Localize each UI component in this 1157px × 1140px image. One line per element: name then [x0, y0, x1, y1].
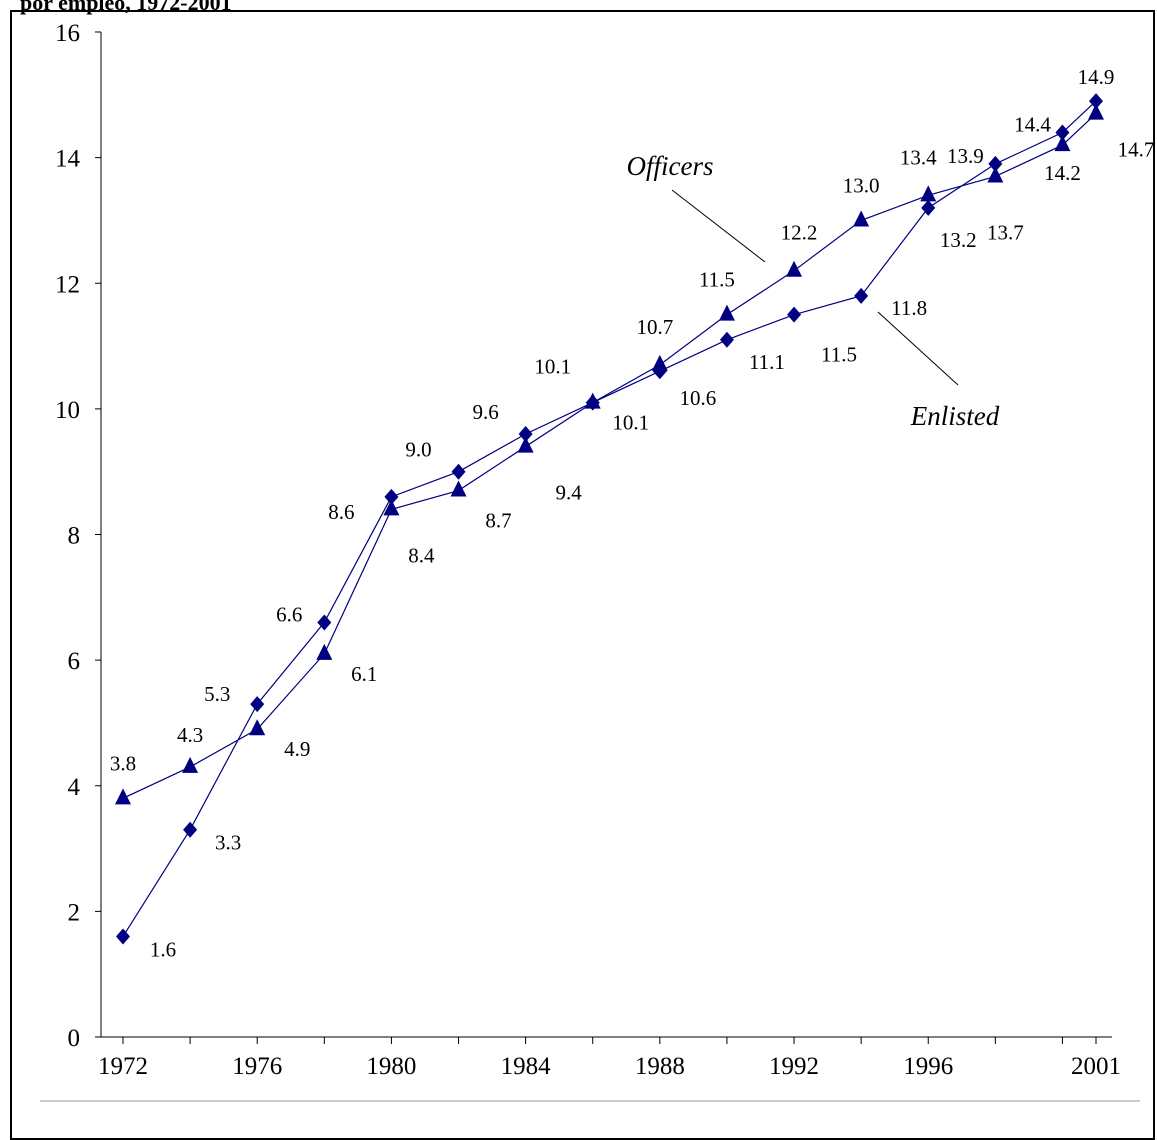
data-label: 13.9 — [947, 144, 984, 168]
x-tick-label: 1980 — [366, 1053, 416, 1080]
data-label: 10.7 — [636, 315, 673, 339]
series-label-officers: Officers — [627, 151, 714, 181]
data-label: 1.6 — [150, 938, 176, 962]
y-tick-label: 14 — [55, 146, 81, 173]
data-label: 13.0 — [843, 173, 880, 197]
triangle-marker — [383, 499, 400, 516]
x-tick-label: 1992 — [769, 1053, 819, 1080]
y-tick-label: 8 — [68, 523, 81, 550]
data-label: 8.4 — [408, 543, 435, 567]
y-tick-label: 0 — [68, 1025, 81, 1052]
triangle-marker — [1088, 103, 1104, 120]
diamond-marker — [787, 306, 802, 323]
y-tick-label: 2 — [68, 899, 81, 926]
triangle-marker — [249, 719, 266, 736]
x-tick-label: 2001 — [1071, 1053, 1121, 1080]
y-tick-label: 12 — [55, 271, 80, 298]
diamond-marker — [921, 199, 936, 216]
data-label: 4.9 — [284, 737, 310, 761]
data-label: 14.4 — [1014, 113, 1051, 137]
data-label: 9.4 — [555, 481, 582, 505]
triangle-marker — [786, 260, 803, 277]
triangle-marker — [450, 480, 467, 497]
diamond-marker — [1055, 124, 1070, 141]
y-tick-label: 10 — [55, 397, 80, 424]
series-line-officers — [122, 113, 1097, 799]
triangle-marker — [651, 354, 668, 371]
diamond-marker — [384, 488, 399, 505]
data-label: 6.1 — [351, 662, 377, 686]
data-label: 9.0 — [405, 438, 431, 462]
x-tick-label: 1972 — [98, 1053, 148, 1080]
triangle-marker — [182, 756, 199, 773]
data-label: 13.7 — [987, 220, 1024, 244]
series-line-enlisted — [122, 100, 1097, 937]
triangle-marker — [1054, 135, 1071, 152]
diamond-marker — [854, 287, 869, 304]
data-label: 4.3 — [177, 723, 203, 747]
data-label: 14.2 — [1044, 161, 1081, 185]
series-callout-line-officers — [671, 189, 766, 263]
data-label: 10.1 — [534, 355, 571, 379]
x-tick-label: 1976 — [232, 1053, 282, 1080]
data-label: 14.9 — [1078, 65, 1115, 89]
triangle-marker — [517, 436, 534, 453]
data-label: 10.6 — [679, 386, 716, 410]
triangle-marker — [987, 166, 1004, 183]
series-callout-line-enlisted — [877, 311, 959, 386]
data-label: 11.5 — [699, 268, 735, 292]
data-label: 13.4 — [900, 145, 937, 169]
data-label: 8.6 — [328, 500, 354, 524]
y-tick-label: 4 — [68, 774, 81, 801]
triangle-marker — [115, 788, 131, 805]
y-tick-label: 6 — [68, 648, 81, 675]
diamond-marker — [1089, 93, 1103, 110]
diamond-marker — [518, 426, 533, 442]
data-label: 3.3 — [215, 831, 241, 855]
data-label: 10.1 — [612, 411, 649, 435]
diamond-marker — [116, 928, 130, 945]
data-label: 14.7 — [1118, 138, 1155, 162]
diamond-marker — [988, 155, 1003, 172]
triangle-marker — [316, 643, 333, 660]
data-label: 6.6 — [276, 602, 302, 626]
triangle-marker — [920, 185, 937, 202]
data-label: 13.2 — [940, 228, 977, 252]
data-label: 9.6 — [472, 400, 498, 424]
diamond-marker — [652, 363, 667, 380]
diamond-marker — [250, 696, 265, 713]
x-tick-label: 1984 — [501, 1053, 552, 1080]
y-tick-label: 16 — [55, 20, 80, 47]
triangle-marker — [853, 210, 870, 227]
data-label: 3.8 — [110, 751, 136, 775]
data-label: 5.3 — [204, 682, 230, 706]
data-label: 11.8 — [891, 296, 927, 320]
data-label: 11.1 — [749, 350, 785, 374]
diamond-marker — [183, 821, 198, 838]
x-tick-label: 1988 — [635, 1053, 685, 1080]
data-label: 11.5 — [821, 343, 857, 367]
diamond-marker — [719, 331, 734, 348]
triangle-marker — [718, 304, 735, 321]
diamond-marker — [317, 614, 332, 631]
data-label: 8.7 — [485, 509, 511, 533]
diamond-marker — [585, 394, 600, 411]
data-label: 12.2 — [781, 221, 818, 245]
series-label-enlisted: Enlisted — [910, 401, 1000, 431]
diamond-marker — [451, 463, 466, 480]
x-tick-label: 1996 — [903, 1053, 953, 1080]
